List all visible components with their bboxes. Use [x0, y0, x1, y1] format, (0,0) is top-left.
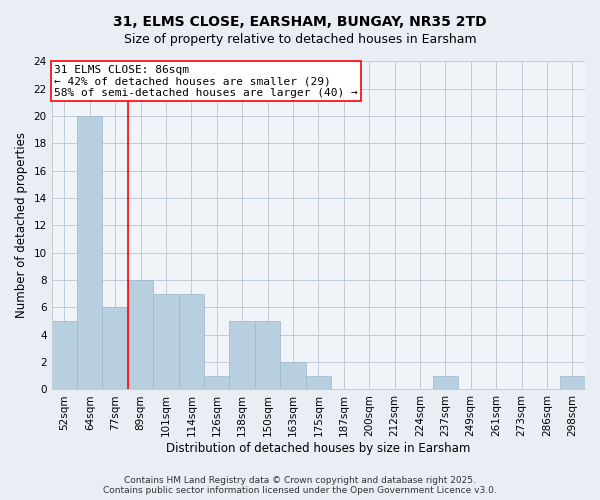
Text: Size of property relative to detached houses in Earsham: Size of property relative to detached ho… [124, 32, 476, 46]
Bar [305, 376, 331, 390]
Bar [52, 321, 77, 390]
Bar [204, 376, 229, 390]
Bar [128, 280, 153, 390]
Bar [433, 376, 458, 390]
Bar [179, 294, 204, 390]
Text: 31 ELMS CLOSE: 86sqm
← 42% of detached houses are smaller (29)
58% of semi-detac: 31 ELMS CLOSE: 86sqm ← 42% of detached h… [55, 65, 358, 98]
Text: 31, ELMS CLOSE, EARSHAM, BUNGAY, NR35 2TD: 31, ELMS CLOSE, EARSHAM, BUNGAY, NR35 2T… [113, 15, 487, 29]
Bar [103, 308, 128, 390]
Bar [77, 116, 103, 390]
Bar [255, 321, 280, 390]
Text: Contains HM Land Registry data © Crown copyright and database right 2025.
Contai: Contains HM Land Registry data © Crown c… [103, 476, 497, 495]
Bar [153, 294, 179, 390]
Bar [280, 362, 305, 390]
Bar [560, 376, 585, 390]
Y-axis label: Number of detached properties: Number of detached properties [15, 132, 28, 318]
X-axis label: Distribution of detached houses by size in Earsham: Distribution of detached houses by size … [166, 442, 470, 455]
Bar [229, 321, 255, 390]
